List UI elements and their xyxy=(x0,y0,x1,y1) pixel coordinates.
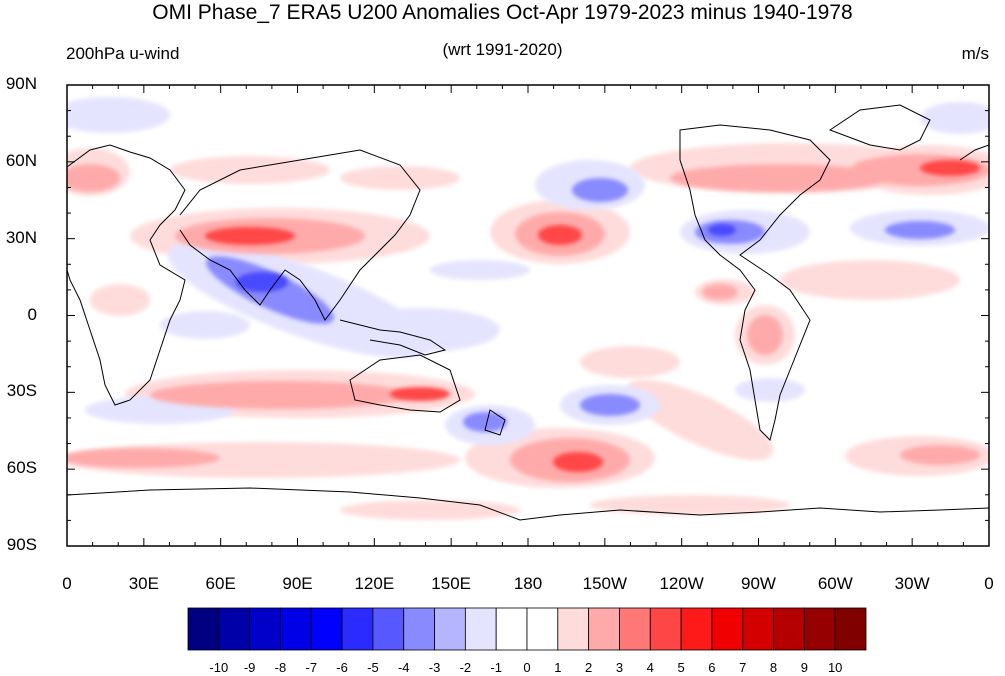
colorbar-tick-label: 8 xyxy=(769,660,778,675)
colorbar-tick-label: 2 xyxy=(585,660,593,675)
lat-label: 90N xyxy=(5,74,37,93)
colorbar-swatch xyxy=(187,607,220,651)
lon-label: 120W xyxy=(659,574,704,593)
colorbar-swatch xyxy=(310,607,343,651)
lon-label: 0 xyxy=(984,574,994,593)
lon-label: 60W xyxy=(817,574,853,593)
colorbar-swatch xyxy=(834,607,867,651)
colorbar-tick-label: 5 xyxy=(677,660,685,675)
colorbar-tick-label: -10 xyxy=(209,660,229,675)
lat-label: 60N xyxy=(5,150,37,170)
units-label: m/s xyxy=(961,44,989,63)
colorbar-tick-label: -2 xyxy=(459,660,472,675)
colorbar-tick-label: -9 xyxy=(243,660,256,675)
lon-label: 60E xyxy=(205,574,236,593)
lon-label: 0 xyxy=(62,574,72,593)
lon-label: 180 xyxy=(513,574,543,593)
colorbar-swatch xyxy=(495,607,528,651)
colorbar-swatch xyxy=(557,607,590,651)
colorbar-swatch xyxy=(773,607,805,651)
colorbar-tick-label: 9 xyxy=(800,660,808,675)
colorbar-swatch xyxy=(649,607,682,651)
colorbar-swatch xyxy=(403,607,435,651)
anomaly-field xyxy=(67,97,989,520)
variable-label: 200hPa u-wind xyxy=(66,44,180,63)
lon-label: 120E xyxy=(354,574,395,593)
colorbar-swatch xyxy=(280,607,312,651)
lon-label: 90W xyxy=(741,574,776,593)
colorbar-swatch xyxy=(742,607,774,651)
colorbar-swatch xyxy=(680,607,713,651)
lat-label: 30S xyxy=(6,381,37,401)
colorbar-swatch xyxy=(526,607,559,651)
colorbar-swatch xyxy=(434,607,466,651)
colorbar-swatch xyxy=(803,607,836,651)
coastlines xyxy=(67,104,989,521)
lon-label: 30E xyxy=(128,574,159,593)
colorbar-swatch xyxy=(711,607,744,651)
colorbar-tick-label: -7 xyxy=(305,660,318,675)
colorbar-tick-label: -6 xyxy=(336,660,348,675)
map-title: OMI Phase_7 ERA5 U200 Anomalies Oct-Apr … xyxy=(152,1,853,24)
colorbar-tick-label: -1 xyxy=(490,660,502,675)
colorbar-tick-label: -8 xyxy=(274,660,287,675)
colorbar-swatch xyxy=(218,607,251,651)
reference-period-label: (wrt 1991-2020) xyxy=(442,40,563,59)
colorbar-tick-label: -4 xyxy=(397,660,410,675)
colorbar-swatch xyxy=(464,607,497,651)
colorbar-swatch xyxy=(619,607,651,651)
colorbar-tick-label: 7 xyxy=(739,660,747,675)
colorbar-swatch xyxy=(249,607,281,651)
lat-label: 0 xyxy=(27,304,37,324)
colorbar-tick-label: -5 xyxy=(367,660,379,675)
lat-label: 30N xyxy=(5,227,37,247)
colorbar-swatch xyxy=(372,607,405,651)
lon-label: 30W xyxy=(894,574,930,593)
colorbar-tick-label: 6 xyxy=(708,660,716,675)
colorbar-swatch xyxy=(588,607,620,651)
axis-ticks xyxy=(66,84,990,547)
lon-label: 150W xyxy=(582,574,628,593)
lon-label: 150E xyxy=(431,574,471,593)
colorbar-tick-label: 1 xyxy=(554,660,562,675)
lat-label: 60S xyxy=(6,458,37,478)
lat-label: 90S xyxy=(6,535,37,554)
colorbar-tick-label: 0 xyxy=(523,660,531,675)
colorbar xyxy=(187,607,867,651)
colorbar-tick-label: 3 xyxy=(615,660,624,675)
lon-label: 90E xyxy=(282,574,313,593)
colorbar-tick-label: 10 xyxy=(827,660,843,675)
colorbar-tick-label: 4 xyxy=(646,660,654,675)
colorbar-tick-label: -3 xyxy=(428,660,441,675)
colorbar-swatch xyxy=(341,607,374,651)
